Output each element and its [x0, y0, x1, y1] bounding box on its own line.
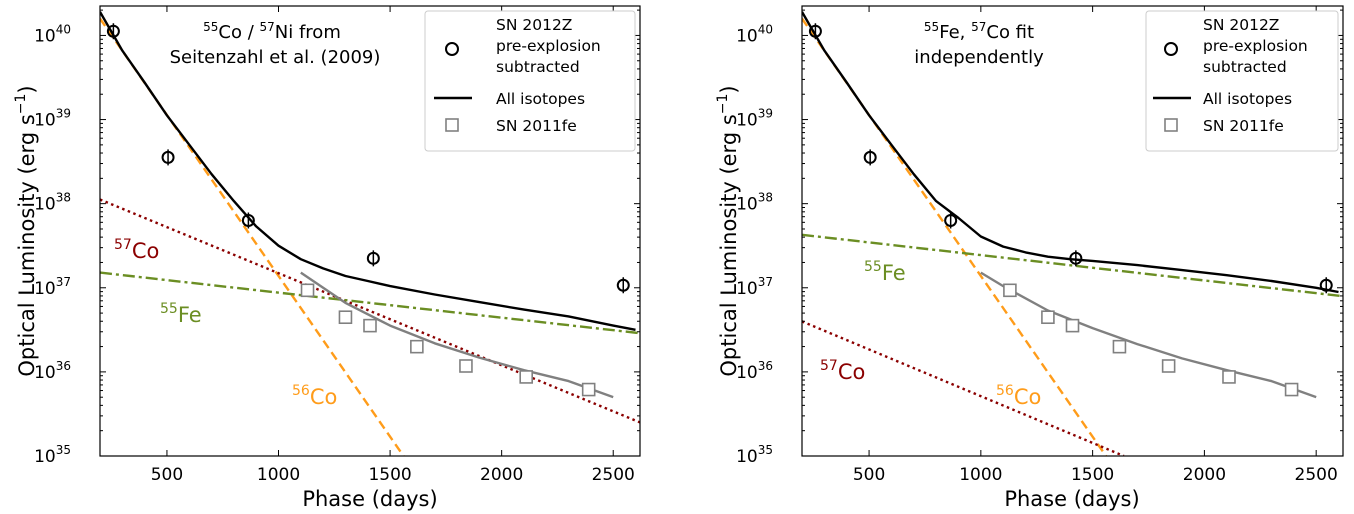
sn2012z-point	[106, 24, 120, 38]
all-curve	[802, 11, 1339, 294]
right-legend-sn2011fe-marker	[1164, 118, 1178, 132]
right-curves	[802, 11, 1343, 456]
x-tick-label: 1000	[257, 465, 300, 485]
sn2011fe-point	[1003, 283, 1017, 298]
right-legend-sn2012z-line2: pre-explosion	[1203, 37, 1308, 55]
sn2011fe-point	[1222, 370, 1236, 384]
right-legend-sn2012z-line1: SN 2012Z	[1203, 16, 1279, 34]
left-legend: SN 2012Z pre-explosion subtracted All is…	[424, 10, 636, 152]
left-annotation-line2: Seitenzahl et al. (2009)	[170, 47, 381, 68]
left-fe55-label: 55Fe	[160, 301, 202, 327]
left-legend-sn2012z-marker	[445, 42, 459, 56]
y-tick-label: 1039	[34, 107, 71, 131]
sn2011fe-point	[338, 310, 353, 325]
left-co56-label: 56Co	[292, 383, 337, 409]
right-co56-label: 56Co	[996, 383, 1041, 409]
sn2011fe-point	[459, 359, 473, 373]
x-tick-label: 500	[151, 465, 183, 485]
right-legend-sn2012z-marker	[1164, 42, 1178, 56]
left-legend-sn2012z-line2: pre-explosion	[496, 37, 601, 55]
y-tick-label: 1036	[736, 359, 773, 383]
sn2012z-point	[1069, 251, 1083, 265]
x-tick-label: 2500	[592, 465, 635, 485]
sn2011fe-point	[519, 370, 533, 384]
left-legend-sn2011fe-marker	[445, 118, 459, 132]
left-co57-label: 57Co	[114, 237, 159, 263]
left-y-axis-label: Optical Luminosity (erg s−1)	[13, 85, 39, 376]
sn2012z-point	[863, 150, 877, 164]
left-annotation-line1: 55Co / 57Ni from	[203, 20, 341, 43]
right-legend-sn2011fe-label: SN 2011fe	[1203, 117, 1284, 135]
right-ticks: 500 1000 1500 2000 2500 1035 1036 1037 1038 1039 1…	[736, 6, 1343, 485]
right-legend-all-label: All isotopes	[1203, 90, 1292, 108]
sn2011fe-point	[581, 382, 596, 397]
left-legend-sn2012z-line3: subtracted	[496, 58, 580, 76]
sn2011fe-point	[300, 283, 315, 298]
sn2011fe-point	[363, 318, 377, 333]
fe55-curve	[802, 233, 1343, 298]
sn2012z-point	[241, 213, 255, 227]
sn2012z-point	[944, 213, 958, 227]
left-ticks: 500 1000 1500 2000 2500 1035 1036 1037 1038 1039 1…	[34, 6, 640, 485]
y-tick-label: 1035	[34, 443, 71, 467]
right-legend-box	[1145, 10, 1339, 152]
sn2011fe-point	[1041, 310, 1055, 325]
left-curves	[100, 11, 640, 456]
right-co57-label: 57Co	[820, 358, 865, 384]
sn2011fe-point	[1112, 339, 1127, 354]
left-legend-sn2011fe-label: SN 2011fe	[496, 117, 577, 135]
co57-curve	[802, 320, 1125, 456]
fe55-curve	[100, 271, 640, 335]
x-tick-label: 1500	[1071, 465, 1114, 485]
co57-curve	[100, 198, 640, 424]
y-tick-label: 1036	[34, 359, 71, 383]
x-tick-label: 2000	[1183, 465, 1226, 485]
left-x-axis-label: Phase (days)	[302, 487, 437, 511]
x-tick-label: 1000	[959, 465, 1002, 485]
y-tick-label: 1039	[736, 107, 773, 131]
right-x-axis-label: Phase (days)	[1004, 487, 1139, 511]
all-curve	[100, 11, 636, 331]
sn2011fe-point	[1284, 382, 1299, 397]
y-tick-label: 1040	[34, 22, 71, 46]
x-tick-label: 2500	[1295, 465, 1338, 485]
right-fe55-label: 55Fe	[864, 259, 906, 285]
right-legend: SN 2012Z pre-explosion subtracted All is…	[1145, 10, 1339, 152]
y-tick-label: 1035	[736, 443, 773, 467]
right-markers	[808, 23, 1333, 397]
right-annotation-line2: independently	[914, 47, 1044, 68]
sn2012z-point	[161, 150, 175, 164]
left-markers	[106, 23, 630, 397]
y-tick-label: 1038	[736, 191, 773, 215]
x-tick-label: 1500	[368, 465, 411, 485]
left-plot-frame	[99, 5, 641, 457]
x-tick-label: 500	[853, 465, 885, 485]
right-y-axis-label: Optical Luminosity (erg s−1)	[715, 85, 741, 376]
sn2011fe-point	[410, 339, 424, 354]
sn2011fe-curve	[300, 271, 614, 399]
sn2012z-point	[1319, 278, 1333, 292]
sn2012z-point	[616, 278, 630, 292]
left-legend-box	[424, 10, 636, 152]
sn2011fe-curve	[980, 271, 1317, 399]
y-tick-label: 1037	[34, 275, 71, 299]
right-annotation-line1: 55Fe, 57Co fit	[924, 20, 1034, 43]
y-tick-label: 1040	[736, 22, 773, 46]
sn2011fe-point	[1161, 359, 1176, 373]
sn2012z-point	[808, 24, 822, 38]
right-legend-sn2012z-line3: subtracted	[1203, 58, 1287, 76]
y-tick-label: 1038	[34, 191, 71, 215]
left-panel: 500 1000 1500 2000 2500 1035 1036 1037 1038 1039 1…	[13, 5, 641, 511]
left-legend-all-label: All isotopes	[496, 90, 585, 108]
sn2012z-point	[366, 251, 380, 265]
left-legend-sn2012z-line1: SN 2012Z	[496, 16, 572, 34]
y-tick-label: 1037	[736, 275, 773, 299]
right-plot-frame	[801, 5, 1344, 457]
sn2011fe-point	[1065, 318, 1080, 333]
x-tick-label: 2000	[480, 465, 523, 485]
right-panel: 500 1000 1500 2000 2500 1035 1036 1037 1038 1039 1…	[715, 5, 1344, 511]
